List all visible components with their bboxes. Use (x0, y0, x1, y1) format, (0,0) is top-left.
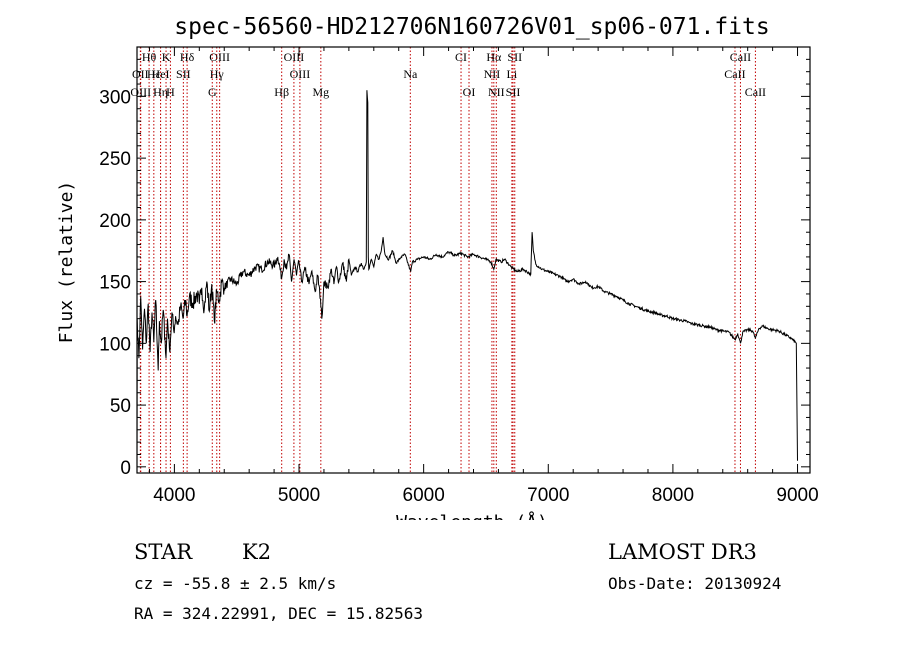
redshift-cz: cz = -55.8 ± 2.5 km/s (134, 574, 337, 593)
x-tick-label: 6000 (403, 485, 445, 506)
y-tick-label: 50 (110, 396, 131, 417)
marker-label: Hβ (274, 85, 289, 99)
marker-label: OII (132, 67, 149, 81)
y-tick-label: 200 (99, 211, 131, 232)
y-tick-label: 150 (99, 273, 131, 294)
observation-date: Obs-Date: 20130924 (608, 574, 782, 593)
marker-label: Hγ (210, 67, 225, 81)
marker-label: H (166, 85, 175, 99)
axis-ticks: 4000 5000 6000 7000 8000 9000 0 50 100 150 200 250 3… (99, 47, 819, 506)
x-tick-label: 4000 (153, 485, 195, 506)
x-tick-label: 9000 (776, 485, 818, 506)
marker-label: OIII (284, 50, 305, 64)
marker-label: Li (507, 67, 518, 81)
marker-label: Na (403, 67, 418, 81)
marker-label: K (162, 50, 171, 64)
marker-label: G (208, 85, 217, 99)
marker-label: CI (455, 50, 467, 64)
survey-name: LAMOST DR3 (608, 540, 757, 564)
marker-label: Hε (147, 67, 161, 81)
y-axis-label: Flux (relative) (56, 181, 77, 344)
y-tick-label: 250 (99, 149, 131, 170)
marker-label: HeI (152, 67, 170, 81)
marker-label: Hα (486, 50, 502, 64)
marker-label: Hθ (142, 50, 157, 64)
marker-label: OI (463, 85, 476, 99)
marker-label: Mg (312, 85, 329, 99)
marker-label: Hη (153, 85, 168, 99)
y-tick-label: 0 (120, 458, 131, 479)
plot-frame (136, 46, 811, 474)
ra-dec-coordinates: RA = 324.22991, DEC = 15.82563 (134, 604, 423, 623)
marker-label: CaII (730, 50, 751, 64)
y-tick-label: 100 (99, 334, 131, 355)
y-tick-label: 300 (99, 87, 131, 108)
marker-label: SII (506, 85, 521, 99)
marker-label: OIII (209, 50, 230, 64)
marker-label: CaII (745, 85, 766, 99)
marker-label: OIII (290, 67, 311, 81)
marker-label: OIII (130, 85, 151, 99)
marker-label: CaII (724, 67, 745, 81)
object-class: STAR (134, 540, 193, 564)
x-axis-label: Wavelength (Å) (396, 511, 548, 520)
marker-label: Hδ (180, 50, 195, 64)
x-tick-label: 8000 (652, 485, 694, 506)
x-tick-label: 7000 (527, 485, 569, 506)
chart-title: spec-56560-HD212706N160726V01_sp06-071.f… (174, 14, 769, 40)
object-subclass: K2 (242, 540, 272, 564)
marker-label: NII (484, 67, 501, 81)
spectrum-series (136, 90, 798, 467)
spectrum-line (136, 90, 798, 467)
marker-label: SII (507, 50, 522, 64)
x-tick-label: 5000 (278, 485, 320, 506)
spectrum-chart: spec-56560-HD212706N160726V01_sp06-071.f… (56, 14, 819, 520)
marker-label: NII (488, 85, 505, 99)
marker-label: SII (176, 67, 191, 81)
